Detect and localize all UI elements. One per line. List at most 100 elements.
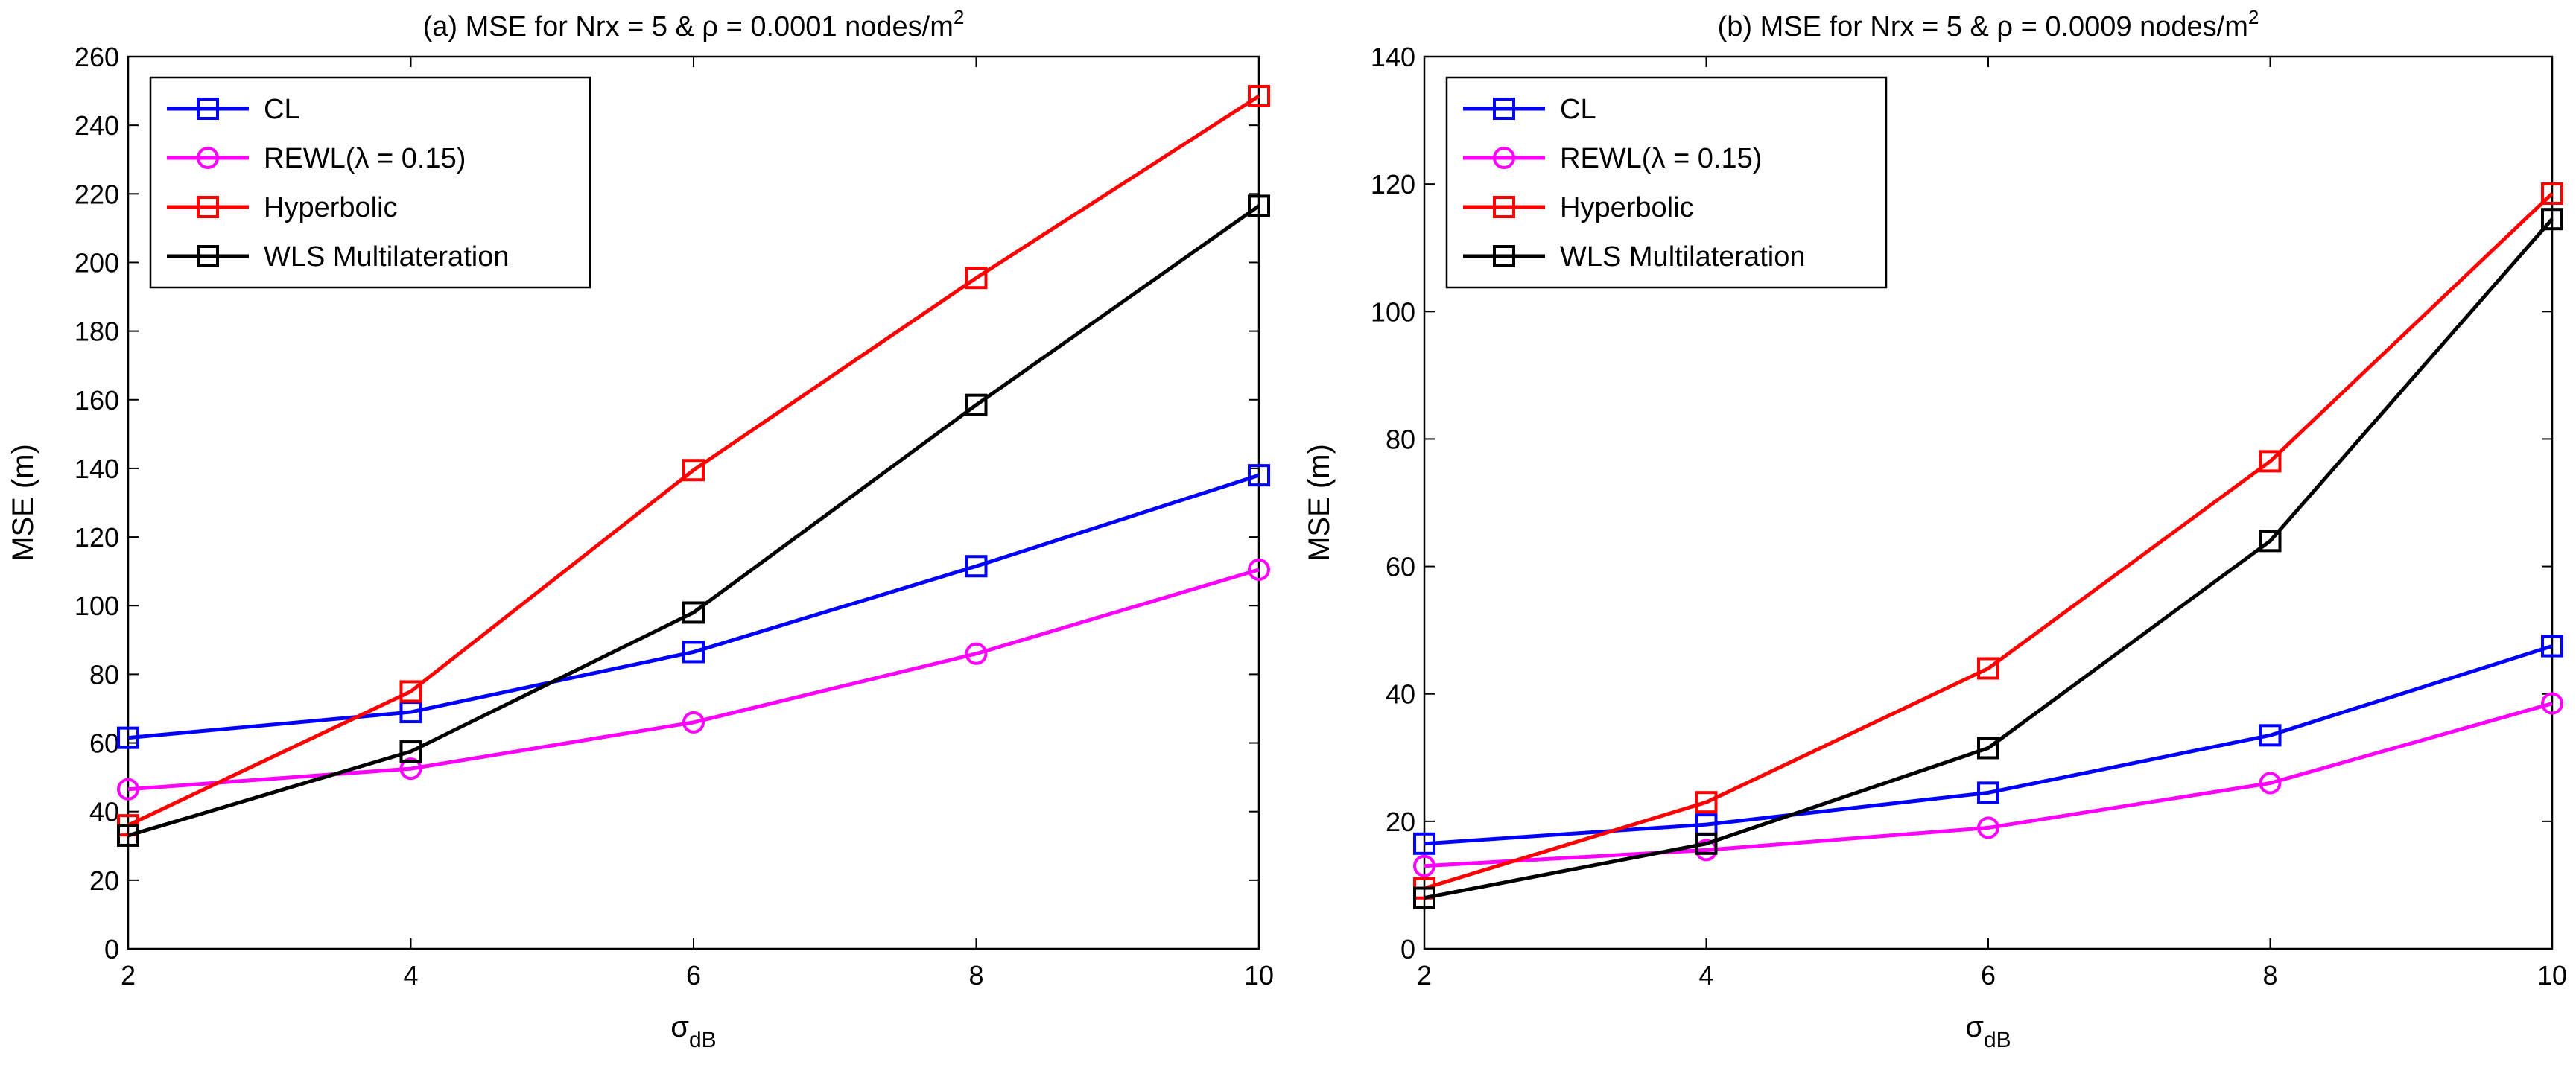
chart-b-series-rewl-0-15 [1413,692,2563,877]
chart-b-title-text: (b) MSE for Nrx = 5 & ρ = 0.0009 nodes/m [1718,11,2248,42]
chart-a-legend-box [149,76,591,289]
chart-a-ytick-label: 80 [89,659,119,690]
chart-a-point-wls-multilateration [117,824,139,847]
chart-b-ylabel: MSE (m) [1303,444,1336,562]
chart-a: 0 20 40 60 80 100 120 140 160 180 200 220 240 260 2 4 6 8… [7,6,1274,1052]
chart-a-point-cl [682,641,705,664]
chart-a-legend-marker-cl [197,98,219,120]
chart-b-point-wls-multilateration [1977,737,1999,760]
chart-a-point-rewl-0-15 [682,711,705,734]
chart-b-point-rewl-0-15 [1977,816,1999,839]
chart-b-point-hyperbolic [1977,657,1999,680]
chart-b: 0 20 40 60 80 100 120 140 2 4 6 8 10 (b) MSE for Nrx … [1303,6,2567,1052]
chart-a-point-rewl-0-15 [965,642,988,665]
chart-b-legend-label-cl: CL [1560,94,1596,125]
chart-b-point-rewl-0-15 [2259,772,2282,795]
chart-a-xlabel-symbol: σ [670,1011,689,1043]
chart-b-xtick-label: 10 [2537,960,2567,991]
chart-a-legend-label-hyperbolic: Hyperbolic [264,192,398,223]
chart-a-ytick-label: 40 [89,797,119,827]
chart-a-legend-marker-rewl-0-15 [197,147,219,169]
chart-b-series-wls-multilateration [1413,208,2563,909]
chart-b-line-hyperbolic [1424,192,2554,891]
chart-a-ytick-label: 100 [74,591,119,621]
chart-b-point-hyperbolic [2541,182,2563,205]
chart-b-ytick-label: 120 [1371,169,1415,200]
chart-b-legend-box [1445,76,1888,289]
chart-b-legend-label-hyperbolic: Hyperbolic [1560,192,1694,223]
chart-a-ytick-label: 240 [74,110,119,141]
chart-b-legend-marker-cl [1493,98,1515,120]
chart-a-ytick-label: 0 [104,934,119,964]
chart-a-ytick-label: 60 [89,728,119,759]
chart-b-point-hyperbolic [1695,791,1718,814]
chart-a-line-hyperbolic [127,94,1260,827]
chart-b-ytick-label: 80 [1386,424,1415,454]
chart-b-line-wls-multilateration [1424,217,2554,900]
chart-a-series-cl [117,464,1270,749]
chart-a-ytick-label: 220 [74,179,119,209]
chart-a-point-hyperbolic [682,459,705,482]
chart-a-xtick-label: 6 [686,960,701,991]
chart-a-ylabel: MSE (m) [7,444,39,562]
chart-b-ytick-label: 60 [1386,552,1415,582]
chart-b-legend-label-wls-multilateration: WLS Multilateration [1560,241,1805,273]
chart-b-ytick-label: 100 [1371,296,1415,327]
chart-a-title-text: (a) MSE for Nrx = 5 & ρ = 0.0001 nodes/m [423,11,954,42]
chart-b-xtick-label: 8 [2262,960,2277,991]
chart-b-xlabel: σdB [1965,1011,2011,1052]
chart-b-point-rewl-0-15 [1413,854,1435,877]
chart-a-xlabel-sub: dB [689,1028,717,1052]
chart-b-ytick-label: 140 [1371,42,1415,72]
chart-a-ytick-label: 140 [74,454,119,484]
chart-a-line-cl [127,473,1260,740]
chart-a-xtick-label: 8 [968,960,983,991]
chart-a-point-wls-multilateration [399,740,422,763]
chart-b-point-cl [1977,781,1999,804]
chart-a-point-cl [965,555,988,578]
chart-a-legend-label-cl: CL [264,94,300,125]
chart-a-point-hyperbolic [399,680,422,703]
chart-a-ytick-label: 180 [74,317,119,347]
chart-b-legend-label-rewl-0-15: REWL(λ = 0.15) [1560,143,1762,174]
chart-a-legend: CL REWL(λ = 0.15) Hyperbolic WLS Multilater… [149,76,591,289]
chart-a-series-rewl-0-15 [117,558,1270,801]
chart-a-legend-marker-hyperbolic [197,196,219,218]
chart-a-point-rewl-0-15 [1248,558,1270,581]
chart-b-title-sup: 2 [2248,6,2259,28]
chart-b-legend-marker-wls-multilateration [1493,245,1515,267]
chart-b-title: (b) MSE for Nrx = 5 & ρ = 0.0009 nodes/m… [1718,6,2259,42]
chart-a-title: (a) MSE for Nrx = 5 & ρ = 0.0001 nodes/m… [423,6,965,42]
chart-b-xtick-label: 6 [1981,960,1996,991]
chart-a-ytick-label: 260 [74,42,119,72]
chart-a-series-wls-multilateration [117,194,1270,847]
chart-b-point-wls-multilateration [2259,530,2282,553]
chart-a-title-sup: 2 [954,6,964,28]
chart-a-ytick-label: 200 [74,247,119,278]
chart-b-point-cl [2259,724,2282,747]
chart-b-point-wls-multilateration [1695,832,1718,855]
chart-b-point-wls-multilateration [1413,886,1435,909]
chart-a-point-hyperbolic [965,267,988,290]
chart-a-point-rewl-0-15 [399,757,422,781]
chart-a-legend-marker-wls-multilateration [197,245,219,267]
chart-a-point-rewl-0-15 [117,778,139,801]
chart-a-point-wls-multilateration [1248,194,1270,217]
chart-b-xtick-label: 4 [1698,960,1713,991]
chart-b-legend: CL REWL(λ = 0.15) Hyperbolic WLS Multilater… [1445,76,1888,289]
chart-b-ytick-label: 40 [1386,679,1415,710]
chart-a-xtick-label: 4 [403,960,418,991]
chart-a-ytick-label: 120 [74,522,119,553]
chart-b-xlabel-sub: dB [1984,1028,2011,1052]
chart-a-ytick-label: 20 [89,865,119,896]
chart-a-ytick-label: 160 [74,385,119,416]
chart-b-point-rewl-0-15 [2541,692,2563,715]
chart-a-point-cl [117,726,139,749]
chart-a-legend-label-rewl-0-15: REWL(λ = 0.15) [264,143,466,174]
chart-b-xlabel-symbol: σ [1965,1011,1984,1043]
chart-a-point-wls-multilateration [682,601,705,624]
chart-a-line-rewl-0-15 [127,568,1260,792]
chart-a-point-wls-multilateration [965,393,988,416]
chart-a-xtick-label: 2 [121,960,136,991]
